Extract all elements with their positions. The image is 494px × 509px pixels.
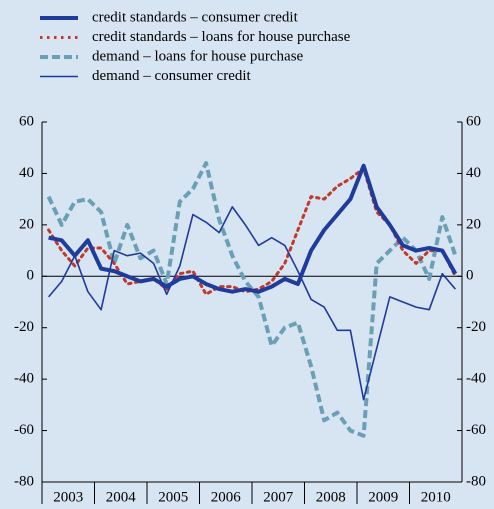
x-tick-label: 2010 xyxy=(421,489,451,505)
y2-tick-label: 20 xyxy=(466,216,481,232)
y2-tick-label: 40 xyxy=(466,165,481,181)
x-tick-label: 2006 xyxy=(211,489,242,505)
x-tick-label: 2005 xyxy=(158,489,188,505)
y2-tick-label: -40 xyxy=(466,371,486,387)
legend-label: credit standards – loans for house purch… xyxy=(92,29,351,45)
legend-label: demand – consumer credit xyxy=(92,68,252,84)
y-tick-label: 60 xyxy=(19,113,34,129)
legend-label: demand – loans for house purchase xyxy=(92,48,304,64)
y-tick-label: -80 xyxy=(14,473,34,489)
y2-tick-label: 60 xyxy=(466,113,481,129)
y2-tick-label: 0 xyxy=(466,268,474,284)
series-line xyxy=(48,163,458,294)
x-tick-label: 2004 xyxy=(106,489,137,505)
y-tick-label: -40 xyxy=(14,371,34,387)
y2-tick-label: -60 xyxy=(466,422,486,438)
legend-label: credit standards – consumer credit xyxy=(92,9,299,25)
y-tick-label: 40 xyxy=(19,165,34,181)
x-tick-label: 2009 xyxy=(368,489,398,505)
y2-tick-label: -80 xyxy=(466,473,486,489)
y-tick-label: -60 xyxy=(14,422,34,438)
series-line xyxy=(46,161,458,438)
y-tick-label: 0 xyxy=(27,268,35,284)
x-tick-label: 2007 xyxy=(263,489,294,505)
x-tick-label: 2003 xyxy=(53,489,83,505)
series-line xyxy=(47,206,457,401)
y-tick-label: 20 xyxy=(19,216,34,232)
y-tick-label: -20 xyxy=(14,319,34,335)
y2-tick-label: -20 xyxy=(466,319,486,335)
x-tick-label: 2008 xyxy=(316,489,346,505)
